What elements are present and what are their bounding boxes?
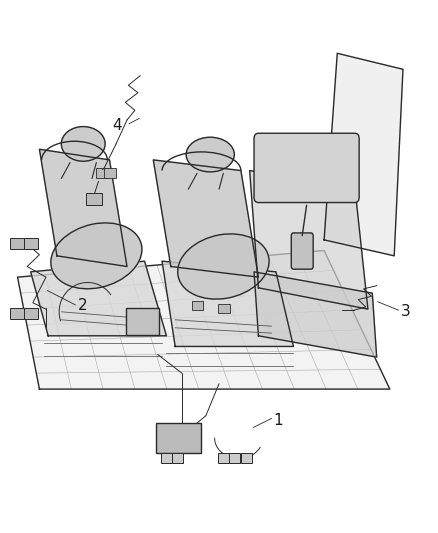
Polygon shape <box>162 261 293 346</box>
FancyBboxPatch shape <box>156 423 201 453</box>
FancyBboxPatch shape <box>24 238 38 249</box>
Polygon shape <box>250 171 368 309</box>
FancyBboxPatch shape <box>161 453 172 463</box>
FancyBboxPatch shape <box>10 308 24 319</box>
FancyBboxPatch shape <box>10 238 24 249</box>
FancyBboxPatch shape <box>229 453 240 463</box>
FancyBboxPatch shape <box>218 453 229 463</box>
FancyBboxPatch shape <box>126 308 159 335</box>
Polygon shape <box>153 160 258 277</box>
Ellipse shape <box>51 223 142 289</box>
FancyBboxPatch shape <box>86 193 102 205</box>
Text: 1: 1 <box>274 413 283 427</box>
Polygon shape <box>39 149 127 266</box>
FancyBboxPatch shape <box>254 133 359 203</box>
Polygon shape <box>18 251 390 389</box>
FancyBboxPatch shape <box>241 453 252 463</box>
FancyBboxPatch shape <box>96 168 108 178</box>
Text: 3: 3 <box>401 304 410 319</box>
Polygon shape <box>324 53 403 256</box>
Text: 2: 2 <box>78 298 87 313</box>
FancyBboxPatch shape <box>291 233 313 269</box>
FancyBboxPatch shape <box>218 304 230 313</box>
FancyBboxPatch shape <box>104 168 116 178</box>
Ellipse shape <box>61 127 105 161</box>
Polygon shape <box>254 272 377 357</box>
Polygon shape <box>31 261 166 336</box>
Ellipse shape <box>178 234 269 299</box>
Ellipse shape <box>186 137 234 172</box>
FancyBboxPatch shape <box>192 301 203 310</box>
FancyBboxPatch shape <box>24 308 38 319</box>
FancyBboxPatch shape <box>172 453 183 463</box>
Text: 4: 4 <box>112 118 122 133</box>
